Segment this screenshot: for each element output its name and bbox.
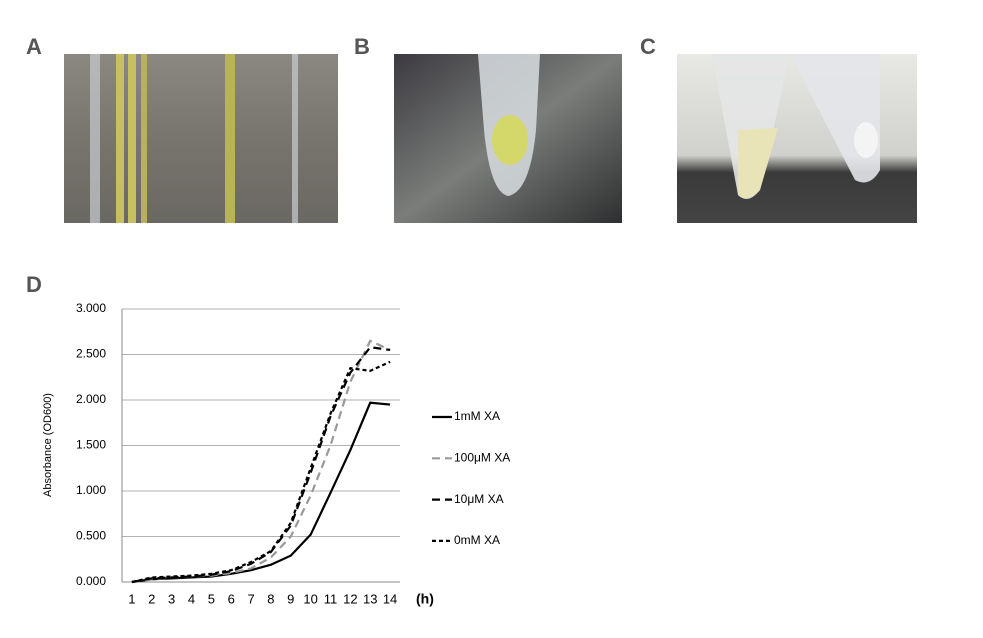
legend-label: 0mM XA [454, 533, 500, 547]
x-tick-label: 14 [383, 591, 397, 606]
photo-a [64, 54, 338, 223]
x-tick-label: 6 [228, 591, 235, 606]
x-tick-label: 11 [324, 591, 338, 606]
y-tick-label: 2.500 [76, 347, 106, 361]
x-tick-label: 10 [303, 591, 317, 606]
y-tick-label: 0.500 [76, 529, 106, 543]
series-line [131, 346, 391, 584]
legend-label: 10μM XA [454, 492, 504, 506]
photo-b [394, 54, 622, 223]
x-tick-label: 7 [247, 591, 254, 606]
panel-label: A [26, 34, 42, 59]
photo-c [677, 54, 917, 223]
x-tick-label: 5 [208, 591, 215, 606]
panel-label: C [640, 34, 656, 59]
y-tick-label: 2.000 [76, 392, 106, 406]
y-axis-label: Absorbance (OD600) [42, 393, 54, 497]
x-axis-label: (h) [416, 591, 434, 607]
x-tick-label: 3 [168, 591, 175, 606]
series-line [131, 360, 391, 584]
x-tick-label: 4 [188, 591, 195, 606]
x-tick-label: 1 [128, 591, 135, 606]
legend-label: 100μM XA [454, 450, 510, 464]
x-tick-label: 12 [343, 591, 357, 606]
y-tick-label: 3.000 [76, 301, 106, 315]
y-tick-label: 1.500 [76, 438, 106, 452]
x-tick-label: 2 [148, 591, 155, 606]
y-tick-label: 0.000 [76, 574, 106, 588]
panel-label: B [354, 34, 370, 59]
x-tick-label: 9 [287, 591, 294, 606]
panel-label: D [26, 272, 42, 297]
x-tick-label: 8 [267, 591, 274, 606]
legend-label: 1mM XA [454, 409, 500, 423]
series-line [131, 401, 391, 584]
x-tick-label: 13 [363, 591, 377, 606]
series-line [131, 339, 391, 584]
y-tick-label: 1.000 [76, 483, 106, 497]
